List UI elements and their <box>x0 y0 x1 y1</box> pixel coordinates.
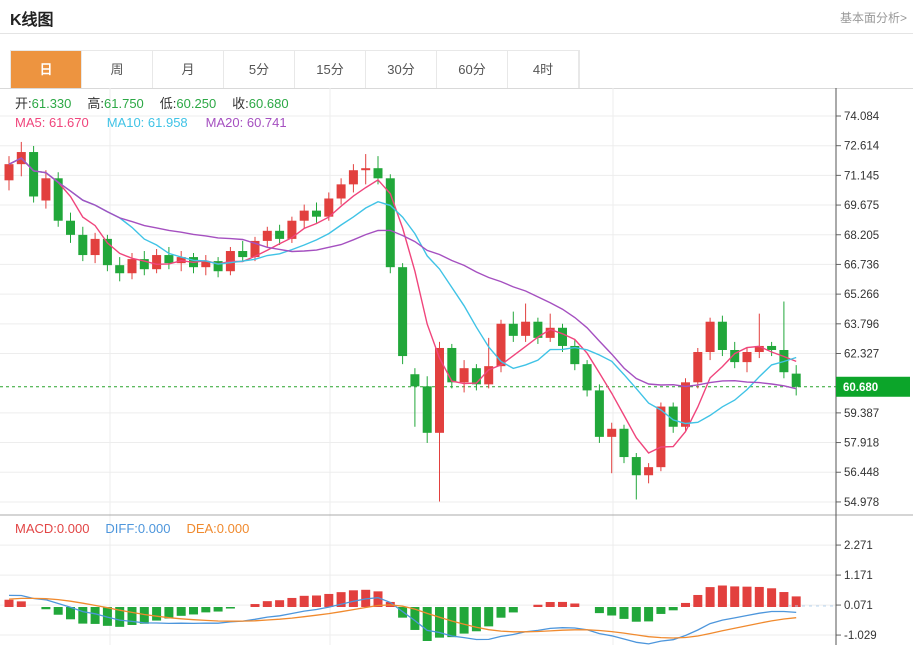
ma20-line <box>8 157 797 390</box>
gridlines <box>0 88 836 645</box>
open-label: 开: <box>15 96 32 111</box>
macd-info-row: MACD:0.000 DIFF:0.000 DEA:0.000 <box>15 521 265 536</box>
header-divider <box>0 33 913 34</box>
svg-text:2.271: 2.271 <box>844 540 873 552</box>
svg-text:62.327: 62.327 <box>844 348 879 360</box>
tab-60min[interactable]: 60分 <box>437 51 508 88</box>
tabbar-bottom-border <box>0 88 913 89</box>
svg-text:-1.029: -1.029 <box>844 630 877 642</box>
svg-text:0.071: 0.071 <box>844 600 873 612</box>
svg-text:74.084: 74.084 <box>844 111 880 123</box>
tab-week[interactable]: 周 <box>82 51 153 88</box>
svg-text:1.171: 1.171 <box>844 570 873 582</box>
open-value: 61.330 <box>31 96 72 111</box>
fundamental-analysis-link[interactable]: 基本面分析> <box>839 11 907 25</box>
tab-30min[interactable]: 30分 <box>366 51 437 88</box>
svg-text:71.145: 71.145 <box>844 170 879 182</box>
svg-text:60.680: 60.680 <box>843 382 878 394</box>
svg-text:68.205: 68.205 <box>844 230 879 242</box>
price-axis-labels: 74.084 72.614 71.145 69.675 68.205 66.736 65.2… <box>836 111 880 642</box>
dea-line <box>8 597 797 639</box>
page-title: K线图 <box>10 12 54 29</box>
ma20-value: MA20: 60.741 <box>205 115 287 130</box>
svg-text:63.796: 63.796 <box>844 319 879 331</box>
svg-text:66.736: 66.736 <box>844 259 879 271</box>
svg-text:65.266: 65.266 <box>844 289 879 301</box>
ma5-line <box>8 157 797 454</box>
current-price-badge: 60.680 <box>836 376 910 397</box>
low-label: 低: <box>159 96 177 111</box>
tab-month[interactable]: 月 <box>153 51 224 88</box>
close-label: 收: <box>232 96 249 111</box>
high-label: 高: <box>87 96 105 111</box>
macd-value: MACD:0.000 <box>15 521 90 536</box>
low-value: 60.250 <box>176 96 217 111</box>
ma5-value: MA5: 61.670 <box>15 115 89 130</box>
ma-info-row: MA5: 61.670 MA10: 61.958 MA20: 60.741 <box>15 115 305 130</box>
close-value: 60.680 <box>248 96 289 111</box>
svg-text:59.387: 59.387 <box>844 408 879 420</box>
macd-histogram <box>4 585 801 641</box>
candles-group <box>4 141 801 502</box>
ma10-line <box>8 157 797 425</box>
svg-text:54.978: 54.978 <box>844 497 879 509</box>
high-value: 61.750 <box>104 96 144 111</box>
svg-text:72.614: 72.614 <box>844 141 880 153</box>
ma10-value: MA10: 61.958 <box>106 115 188 130</box>
svg-text:56.448: 56.448 <box>844 467 879 479</box>
ohlc-info-row: 开:61.330 高:61.750 低:60.250 收:60.680 <box>15 93 305 112</box>
tab-5min[interactable]: 5分 <box>224 51 295 88</box>
diff-value: DIFF:0.000 <box>105 521 171 536</box>
svg-text:57.918: 57.918 <box>844 438 879 450</box>
svg-text:69.675: 69.675 <box>844 200 879 212</box>
tab-4hour[interactable]: 4时 <box>508 51 579 88</box>
dea-value: DEA:0.000 <box>186 521 250 536</box>
tab-15min[interactable]: 15分 <box>295 51 366 88</box>
interval-tab-bar: 日 周 月 5分 15分 30分 60分 4时 <box>10 50 580 88</box>
tab-day[interactable]: 日 <box>11 51 82 88</box>
diff-line <box>8 594 797 645</box>
